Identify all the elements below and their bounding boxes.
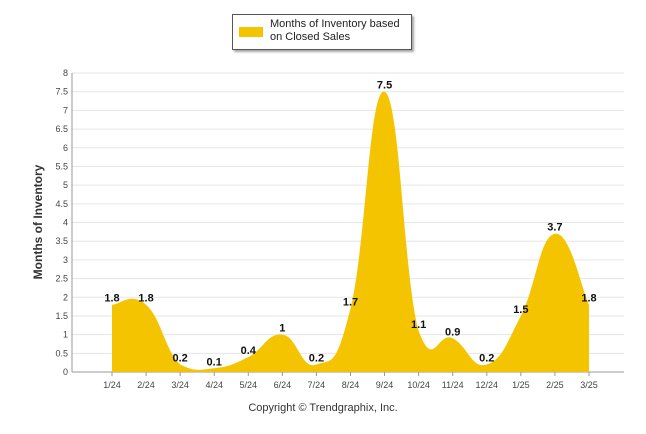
data-label: 1 <box>279 323 285 335</box>
y-tick-label: 3.5 <box>55 236 68 246</box>
y-tick-label: 0.5 <box>55 348 68 358</box>
x-tick-label: 4/24 <box>205 380 223 390</box>
x-tick-label: 11/24 <box>442 380 464 390</box>
legend-label: Months of Inventory based on Closed Sale… <box>270 18 400 43</box>
x-tick-label: 3/24 <box>171 380 189 390</box>
y-axis-title: Months of Inventory <box>31 164 45 279</box>
y-tick-label: 8 <box>63 68 68 78</box>
y-tick-label: 0 <box>63 367 68 377</box>
data-label: 1.5 <box>513 304 528 316</box>
data-label: 1.7 <box>343 296 358 308</box>
data-label: 3.7 <box>547 222 562 234</box>
x-tick-label: 5/24 <box>240 380 258 390</box>
y-tick-label: 7.5 <box>55 87 68 97</box>
data-label: 1.1 <box>411 319 426 331</box>
data-label: 0.1 <box>207 356 222 368</box>
y-tick-label: 5.5 <box>55 161 68 171</box>
y-tick-label: 6.5 <box>55 124 68 134</box>
x-tick-label: 1/25 <box>512 380 530 390</box>
data-label: 0.2 <box>309 353 324 365</box>
data-label: 1.8 <box>138 293 153 305</box>
data-label: 0.2 <box>172 353 187 365</box>
x-tick-label: 6/24 <box>274 380 292 390</box>
y-tick-label: 1.5 <box>55 311 68 321</box>
y-tick-label: 4 <box>63 218 68 228</box>
legend: Months of Inventory based on Closed Sale… <box>232 14 412 50</box>
data-label: 0.9 <box>445 326 460 338</box>
x-tick-label: 7/24 <box>308 380 326 390</box>
y-tick-label: 5 <box>63 180 68 190</box>
x-tick-label: 9/24 <box>376 380 394 390</box>
y-tick-label: 2 <box>63 292 68 302</box>
x-tick-label: 3/25 <box>580 380 598 390</box>
data-label: 0.2 <box>479 353 494 365</box>
y-tick-label: 1 <box>63 330 68 340</box>
x-tick-label: 1/24 <box>103 380 121 390</box>
copyright-text: Copyright © Trendgraphix, Inc. <box>248 402 398 414</box>
x-tick-label: 12/24 <box>476 380 499 390</box>
y-tick-label: 4.5 <box>55 199 68 209</box>
x-tick-label: 8/24 <box>342 380 360 390</box>
data-label: 0.4 <box>241 345 257 357</box>
data-label: 1.8 <box>104 293 119 305</box>
x-tick-label: 10/24 <box>407 380 430 390</box>
data-label: 7.5 <box>377 80 392 92</box>
y-tick-label: 7 <box>63 105 68 115</box>
y-tick-label: 2.5 <box>55 274 68 284</box>
data-label: 1.8 <box>581 293 596 305</box>
legend-swatch <box>239 27 263 37</box>
y-tick-label: 3 <box>63 255 68 265</box>
x-tick-label: 2/24 <box>137 380 155 390</box>
y-tick-label: 6 <box>63 143 68 153</box>
x-tick-label: 2/25 <box>546 380 564 390</box>
area-series <box>112 91 589 372</box>
